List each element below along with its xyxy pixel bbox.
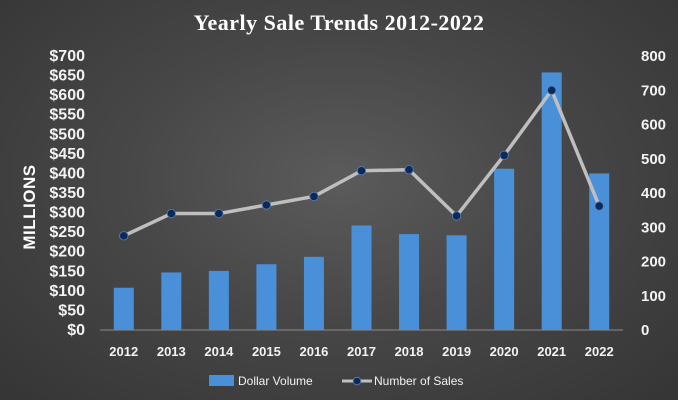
y2-tick-label: 100 xyxy=(641,288,666,305)
x-tick-label: 2020 xyxy=(490,344,519,359)
bar-dollar-volume xyxy=(589,173,610,330)
x-tick-label: 2013 xyxy=(157,344,186,359)
x-tick-label: 2017 xyxy=(347,344,376,359)
bar-dollar-volume xyxy=(113,287,134,330)
bar-dollar-volume xyxy=(446,235,467,330)
legend-label-number-of-sales: Number of Sales xyxy=(374,374,463,388)
y2-tick-label: 600 xyxy=(641,117,666,134)
y2-tick-label: 200 xyxy=(641,254,666,271)
line-number-of-sales xyxy=(122,88,601,238)
y2-tick-label: 300 xyxy=(641,219,666,236)
point-number-of-sales xyxy=(356,166,367,176)
legend-swatch-dollar-volume xyxy=(209,375,234,386)
x-tick-label: 2018 xyxy=(395,344,424,359)
legend: Dollar Volume Number of Sales xyxy=(209,374,463,388)
x-tick-label: 2014 xyxy=(204,344,234,359)
y-tick-label: $250 xyxy=(49,224,85,241)
bar-dollar-volume xyxy=(494,168,515,330)
point-number-of-sales xyxy=(119,231,129,241)
x-tick-label: 2016 xyxy=(299,344,328,359)
y2-tick-label: 700 xyxy=(641,82,666,99)
y-tick-label: $700 xyxy=(49,48,85,65)
point-number-of-sales xyxy=(594,201,604,211)
y-tick-label: $300 xyxy=(49,205,85,222)
y-tick-label: $500 xyxy=(49,126,85,143)
y-tick-label: $350 xyxy=(49,185,85,202)
legend-label-dollar-volume: Dollar Volume xyxy=(238,374,313,388)
plot-area: $0 $50 $100 $150 $200 $250 $300 $350 $400 $450 $50… xyxy=(49,48,666,359)
y-tick-label: $50 xyxy=(58,302,85,319)
y2-tick-label: 0 xyxy=(641,322,649,339)
point-number-of-sales xyxy=(547,85,557,95)
y2-tick-label: 400 xyxy=(641,185,666,202)
bar-dollar-volume xyxy=(303,256,324,330)
y2-tick-label: 800 xyxy=(641,48,666,65)
y-tick-label: $400 xyxy=(49,165,85,182)
point-number-of-sales xyxy=(404,165,414,175)
x-tick-label: 2021 xyxy=(537,344,566,359)
x-tick-label: 2012 xyxy=(109,344,138,359)
x-tick-label: 2022 xyxy=(585,344,614,359)
bar-dollar-volume xyxy=(256,264,277,330)
x-tick-label: 2019 xyxy=(442,344,471,359)
bar-dollar-volume xyxy=(351,225,372,330)
point-number-of-sales xyxy=(261,200,272,210)
point-number-of-sales xyxy=(451,211,462,221)
bar-dollar-volume xyxy=(541,72,562,330)
bar-dollar-volume xyxy=(208,270,229,330)
point-number-of-sales xyxy=(166,208,176,219)
point-number-of-sales xyxy=(499,150,509,160)
y-tick-label: $150 xyxy=(49,263,85,280)
y2-tick-label: 500 xyxy=(641,151,666,168)
y-tick-label: $450 xyxy=(49,146,85,163)
y-axis-label: MILLIONS xyxy=(20,164,39,249)
point-number-of-sales xyxy=(309,191,319,202)
y-tick-label: $200 xyxy=(49,244,85,261)
legend-marker-number-of-sales xyxy=(352,376,362,386)
bar-dollar-volume xyxy=(399,234,420,330)
y-tick-label: $0 xyxy=(67,322,85,339)
y-tick-label: $100 xyxy=(49,283,85,300)
y-tick-label: $650 xyxy=(49,68,85,85)
point-number-of-sales xyxy=(214,208,224,219)
y-tick-label: $550 xyxy=(49,107,85,124)
chart-title: Yearly Sale Trends 2012-2022 xyxy=(194,10,485,35)
y-tick-label: $600 xyxy=(49,87,85,104)
x-tick-label: 2015 xyxy=(252,344,281,359)
bar-dollar-volume xyxy=(161,272,182,330)
